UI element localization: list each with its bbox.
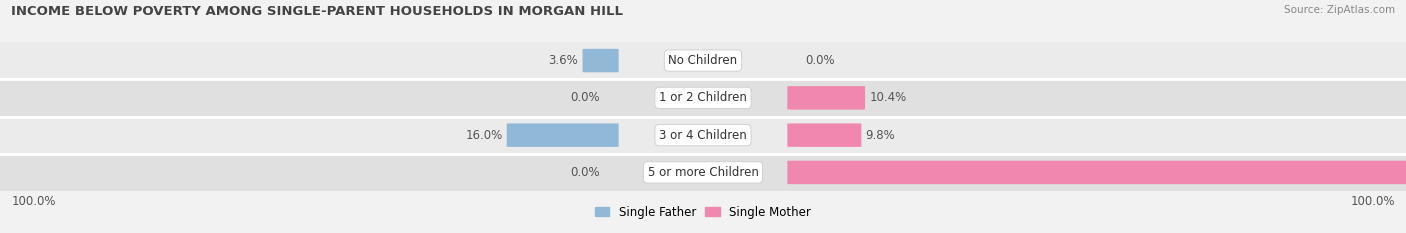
Text: 0.0%: 0.0% [571, 166, 600, 179]
Legend: Single Father, Single Mother: Single Father, Single Mother [595, 206, 811, 219]
Text: INCOME BELOW POVERTY AMONG SINGLE-PARENT HOUSEHOLDS IN MORGAN HILL: INCOME BELOW POVERTY AMONG SINGLE-PARENT… [11, 5, 623, 18]
Bar [0, 116, 1406, 154]
FancyBboxPatch shape [787, 161, 1406, 184]
Text: 100.0%: 100.0% [1350, 195, 1395, 208]
Text: 0.0%: 0.0% [806, 54, 835, 67]
Text: 1 or 2 Children: 1 or 2 Children [659, 91, 747, 104]
Text: 100.0%: 100.0% [11, 195, 56, 208]
Text: 3 or 4 Children: 3 or 4 Children [659, 129, 747, 142]
Text: No Children: No Children [668, 54, 738, 67]
Bar [0, 42, 1406, 79]
FancyBboxPatch shape [506, 123, 619, 147]
Text: 0.0%: 0.0% [571, 91, 600, 104]
Text: 16.0%: 16.0% [465, 129, 502, 142]
FancyBboxPatch shape [787, 86, 865, 110]
Text: 5 or more Children: 5 or more Children [648, 166, 758, 179]
Bar [0, 154, 1406, 191]
FancyBboxPatch shape [787, 123, 862, 147]
FancyBboxPatch shape [582, 49, 619, 72]
Bar [0, 79, 1406, 116]
Text: 10.4%: 10.4% [869, 91, 907, 104]
Text: Source: ZipAtlas.com: Source: ZipAtlas.com [1284, 5, 1395, 15]
Text: 9.8%: 9.8% [866, 129, 896, 142]
Text: 3.6%: 3.6% [548, 54, 578, 67]
